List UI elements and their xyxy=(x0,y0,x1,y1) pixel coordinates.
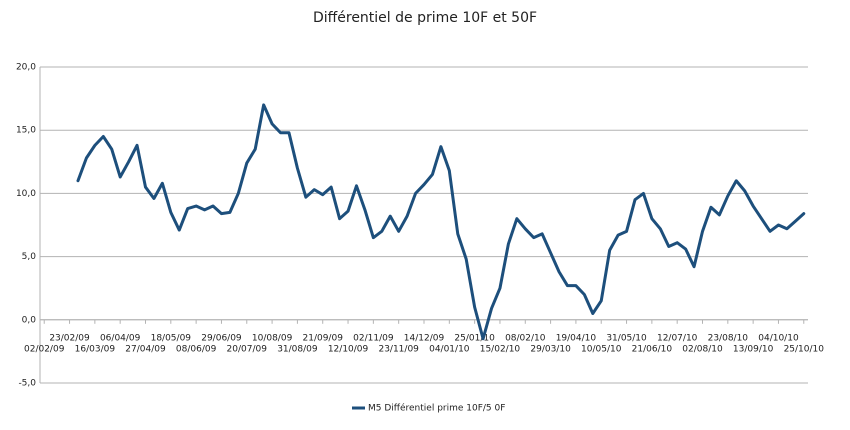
x-tick-label: 16/03/09 xyxy=(75,345,116,355)
x-tick-label: 25/01/10 xyxy=(454,334,495,344)
x-tick-label: 23/11/09 xyxy=(378,345,419,355)
x-tick-label: 31/08/09 xyxy=(277,345,318,355)
x-tick-label: 27/04/09 xyxy=(125,345,166,355)
y-tick-label: 10,0 xyxy=(16,189,36,199)
x-tick-label: 04/01/10 xyxy=(429,345,470,355)
x-tick-label: 10/08/09 xyxy=(252,334,293,344)
y-tick-label: 0,0 xyxy=(22,315,37,325)
x-tick-label: 06/04/09 xyxy=(100,334,141,344)
x-tick-label: 04/10/10 xyxy=(758,334,799,344)
x-tick-label: 15/02/10 xyxy=(480,345,521,355)
x-tick-label: 08/02/10 xyxy=(505,334,546,344)
x-tick-label: 29/06/09 xyxy=(201,334,242,344)
x-tick-label: 29/03/10 xyxy=(530,345,571,355)
x-tick-label: 31/05/10 xyxy=(606,334,647,344)
x-tick-label: 19/04/10 xyxy=(556,334,597,344)
x-tick-label: 18/05/09 xyxy=(151,334,192,344)
series-line xyxy=(76,103,806,341)
chart-title: Différentiel de prime 10F et 50F xyxy=(313,10,537,26)
x-tick-label: 08/06/09 xyxy=(176,345,217,355)
y-tick-label: 20,0 xyxy=(16,63,36,73)
x-tick-label: 13/09/10 xyxy=(733,345,774,355)
x-tick-label: 14/12/09 xyxy=(404,334,445,344)
x-tick-label: 23/08/10 xyxy=(708,334,749,344)
x-tick-label: 02/08/10 xyxy=(682,345,723,355)
x-tick-label: 12/10/09 xyxy=(328,345,369,355)
legend-label: M5 Différentiel prime 10F/5 0F xyxy=(368,403,505,414)
x-tick-label: 25/10/10 xyxy=(784,345,825,355)
x-tick-label: 02/02/09 xyxy=(24,345,65,355)
x-tick-label: 23/02/09 xyxy=(49,334,90,344)
y-tick-label: -5,0 xyxy=(18,379,36,389)
x-tick-label: 21/09/09 xyxy=(303,334,344,344)
x-tick-label: 02/11/09 xyxy=(353,334,394,344)
y-tick-label: 15,0 xyxy=(16,126,36,136)
x-tick-label: 21/06/10 xyxy=(632,345,673,355)
y-tick-label: 5,0 xyxy=(22,252,37,262)
x-tick-label: 20/07/09 xyxy=(227,345,268,355)
x-tick-label: 10/05/10 xyxy=(581,345,622,355)
x-tick-label: 12/07/10 xyxy=(657,334,698,344)
